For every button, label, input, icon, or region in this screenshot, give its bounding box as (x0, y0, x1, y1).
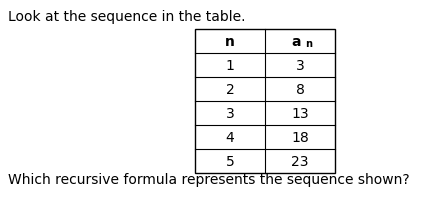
Text: a: a (291, 35, 300, 49)
Text: 3: 3 (295, 59, 304, 73)
Text: Look at the sequence in the table.: Look at the sequence in the table. (8, 10, 245, 24)
Text: n: n (225, 35, 234, 49)
Text: 2: 2 (225, 83, 234, 97)
Text: 23: 23 (290, 154, 308, 168)
Text: 5: 5 (225, 154, 234, 168)
Text: 8: 8 (295, 83, 304, 97)
Text: 4: 4 (225, 130, 234, 144)
Text: 1: 1 (225, 59, 234, 73)
Text: Which recursive formula represents the sequence shown?: Which recursive formula represents the s… (8, 172, 409, 186)
Text: 13: 13 (290, 106, 308, 120)
Bar (194, 30, 334, 173)
Text: 3: 3 (225, 106, 234, 120)
Text: n: n (304, 39, 311, 49)
Text: 18: 18 (290, 130, 308, 144)
